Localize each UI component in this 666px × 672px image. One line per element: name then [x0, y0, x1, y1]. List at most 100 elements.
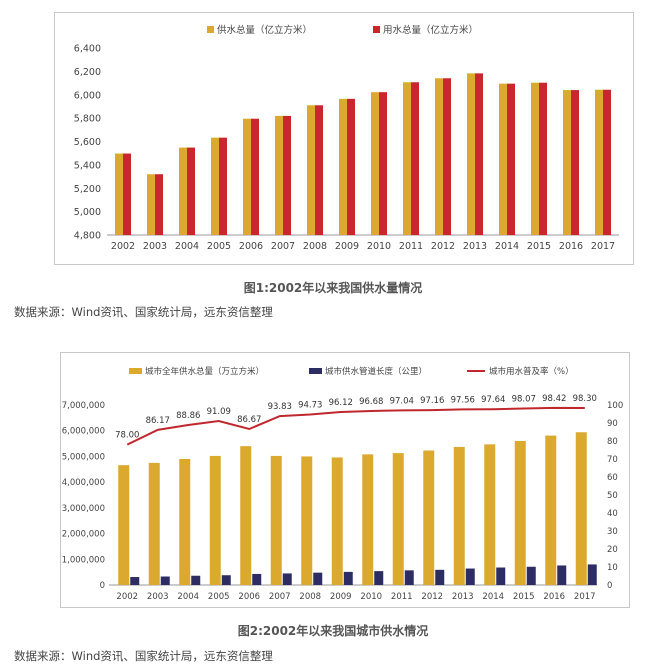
x-tick-label: 2015 [513, 592, 535, 602]
x-tick-label: 2010 [367, 241, 391, 252]
x-tick-label: 2012 [431, 241, 455, 252]
water-supply-chart-svg: 4,800 5,000 5,200 5,400 5,600 5,800 6,000 6,200… [74, 24, 619, 252]
bar-pipe-length [252, 573, 262, 585]
legend-swatch [309, 368, 322, 374]
x-tick-label: 2007 [269, 592, 291, 602]
bar-usage [187, 147, 195, 235]
y-tick-label: 6,000 [74, 90, 101, 101]
bar-usage [475, 73, 483, 235]
figure1-source: 数据来源：Wind资讯、国家统计局，远东资信整理 [14, 305, 273, 319]
y2-tick-label: 100 [607, 401, 623, 411]
x-tick-label: 2011 [391, 592, 413, 602]
y-tick-label: 0 [100, 581, 105, 591]
data-label-rate: 78.00 [115, 431, 139, 441]
bar-city-supply [301, 456, 313, 585]
y2-tick-label: 20 [607, 545, 618, 555]
bar-supply [211, 137, 219, 235]
bar-usage [603, 89, 611, 236]
y2-tick-label: 40 [607, 509, 618, 519]
bar-usage [379, 92, 387, 236]
bar-city-supply [362, 454, 374, 585]
bar-supply [179, 147, 187, 235]
bar-pipe-length [191, 575, 201, 585]
bar-city-supply [179, 459, 191, 585]
bar-pipe-length [313, 572, 323, 585]
bar-supply [531, 82, 539, 235]
legend-label: 城市供水管道长度（公里） [325, 366, 427, 377]
x-tick-label: 2005 [208, 592, 230, 602]
data-label-rate: 97.16 [420, 396, 444, 406]
bar-city-supply [270, 455, 282, 585]
x-tick-label: 2016 [559, 241, 583, 252]
x-tick-label: 2013 [463, 241, 487, 252]
bar-pipe-length [496, 567, 506, 585]
bar-pipe-length [343, 571, 353, 585]
bar-pipe-length [587, 564, 597, 585]
bar-city-supply [575, 432, 587, 585]
bar-supply [115, 153, 123, 235]
bar-supply [243, 118, 251, 235]
legend-label: 供水总量（亿立方米） [217, 24, 312, 36]
x-tick-label: 2003 [143, 241, 167, 252]
bar-supply [595, 89, 603, 236]
bar-pipe-length [130, 577, 140, 585]
x-tick-label: 2014 [482, 592, 504, 602]
x-tick-label: 2006 [238, 592, 260, 602]
y-tick-label: 6,000,000 [62, 427, 105, 437]
data-label-rate: 88.86 [176, 411, 200, 421]
bar-city-supply [514, 441, 526, 585]
y-tick-label: 6,200 [74, 67, 101, 78]
city-water-supply-chart-svg: 0 1,000,000 2,000,000 3,000,000 4,000,000 5,0… [62, 366, 624, 602]
data-label-rate: 91.09 [207, 407, 231, 417]
data-label-rate: 93.83 [268, 402, 292, 412]
data-label-rate: 86.67 [237, 415, 261, 425]
bar-usage [219, 137, 227, 235]
bar-supply [339, 98, 347, 235]
data-label-rate: 98.42 [542, 394, 566, 404]
bar-supply [371, 92, 379, 236]
bar-supply [403, 82, 411, 235]
x-tick-label: 2004 [177, 592, 199, 602]
y2-tick-label: 90 [607, 419, 618, 429]
x-tick-label: 2006 [239, 241, 263, 252]
bar-city-supply [423, 450, 435, 585]
figure2-caption: 图2:2002年以来我国城市供水情况 [237, 624, 429, 638]
y-tick-label: 5,000 [74, 207, 101, 218]
y-tick-label: 6,400 [74, 44, 101, 55]
legend-swatch [207, 26, 214, 33]
bar-usage [411, 82, 419, 235]
x-tick-label: 2017 [574, 592, 596, 602]
bar-pipe-length [465, 568, 475, 585]
x-tick-label: 2013 [452, 592, 474, 602]
y2-tick-label: 10 [607, 563, 618, 573]
figure1-caption: 图1:2002年以来我国供水量情况 [243, 281, 423, 295]
bar-city-supply [545, 435, 557, 585]
bar-supply [307, 105, 315, 235]
bar-pipe-length [160, 576, 170, 585]
legend-swatch [373, 26, 380, 33]
bar-pipe-length [282, 573, 292, 585]
y2-tick-label: 70 [607, 455, 618, 465]
data-label-rate: 97.04 [390, 396, 414, 406]
bar-supply [499, 83, 507, 235]
bar-pipe-length [526, 566, 536, 585]
bar-usage [283, 115, 291, 235]
y-tick-label: 2,000,000 [62, 530, 105, 540]
water-supply-chart: 4,800 5,000 5,200 5,400 5,600 5,800 6,000 6,200… [54, 12, 634, 265]
y-tick-label: 7,000,000 [62, 401, 105, 411]
y-tick-label: 3,000,000 [62, 504, 105, 514]
bar-pipe-length [435, 569, 445, 585]
x-tick-label: 2017 [591, 241, 615, 252]
bar-usage [315, 105, 323, 235]
bar-pipe-length [404, 570, 414, 585]
bar-city-supply [453, 446, 465, 585]
y-tick-label: 5,800 [74, 114, 101, 125]
legend-label: 用水总量（亿立方米） [383, 24, 478, 36]
y2-tick-label: 0 [607, 581, 612, 591]
bar-usage [443, 78, 451, 235]
legend-label: 城市用水普及率（%） [489, 366, 574, 377]
bar-pipe-length [374, 571, 384, 585]
x-tick-label: 2002 [116, 592, 138, 602]
data-label-rate: 86.17 [146, 416, 170, 426]
bar-city-supply [118, 465, 130, 585]
